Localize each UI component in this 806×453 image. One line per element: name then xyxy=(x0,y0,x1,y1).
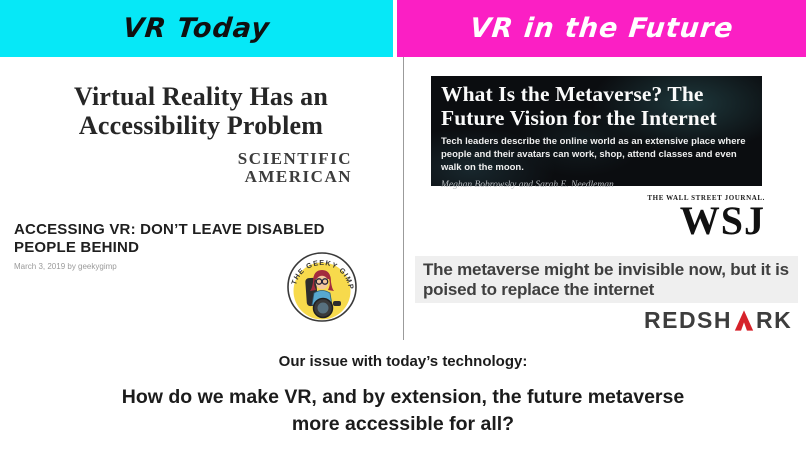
header-vr-today-label: VR Today xyxy=(121,13,272,44)
wsj-article-subhead: Tech leaders describe the online world a… xyxy=(441,136,746,173)
footer-question-text: How do we make VR, and by extension, the… xyxy=(121,386,685,435)
wsj-article-card: What Is the Metaverse? The Future Vision… xyxy=(431,76,762,190)
footer-intro-text: Our issue with today’s technology: xyxy=(278,353,528,370)
wsj-initials-text: WSJ xyxy=(679,198,765,243)
redshark-article-headline: The metaverse might be invisible now, bu… xyxy=(423,260,789,300)
redshark-logo-prefix: REDSH xyxy=(644,307,733,333)
redshark-logo-suffix: RK xyxy=(756,307,793,333)
redshark-logo: REDSH RK xyxy=(644,309,792,332)
header-vr-today: VR Today xyxy=(0,0,393,57)
scientific-american-logo-line1: SCIENTIFIC xyxy=(237,149,352,168)
wsj-article-byline: Meghan Bobrowsky and Sarah E. Needleman xyxy=(441,179,614,190)
wsj-logo: THE WALL STREET JOURNAL. WSJ xyxy=(620,194,765,243)
scientific-american-logo-line2: AMERICAN xyxy=(244,167,352,187)
scientific-american-logo: SCIENTIFIC AMERICAN xyxy=(0,149,352,187)
geeky-gimp-logo-icon: THE GEEKY GIMP xyxy=(287,252,357,322)
wsj-masthead-text: THE WALL STREET JOURNAL. xyxy=(647,194,765,202)
wsj-article-headline: What Is the Metaverse? The Future Vision… xyxy=(441,82,717,130)
redshark-article-card: The metaverse might be invisible now, bu… xyxy=(415,256,798,303)
geeky-gimp-article-meta: March 3, 2019 by geekygimp xyxy=(14,262,117,271)
header-vr-future-label: VR in the Future xyxy=(468,13,735,44)
sciam-article-headline: Virtual Reality Has an Accessibility Pro… xyxy=(73,82,329,141)
column-divider xyxy=(403,57,404,340)
redshark-fin-icon xyxy=(734,310,754,331)
geeky-gimp-article-headline: ACCESSING VR: DON’T LEAVE DISABLED PEOPL… xyxy=(14,221,325,256)
header-vr-future: VR in the Future xyxy=(397,0,806,57)
